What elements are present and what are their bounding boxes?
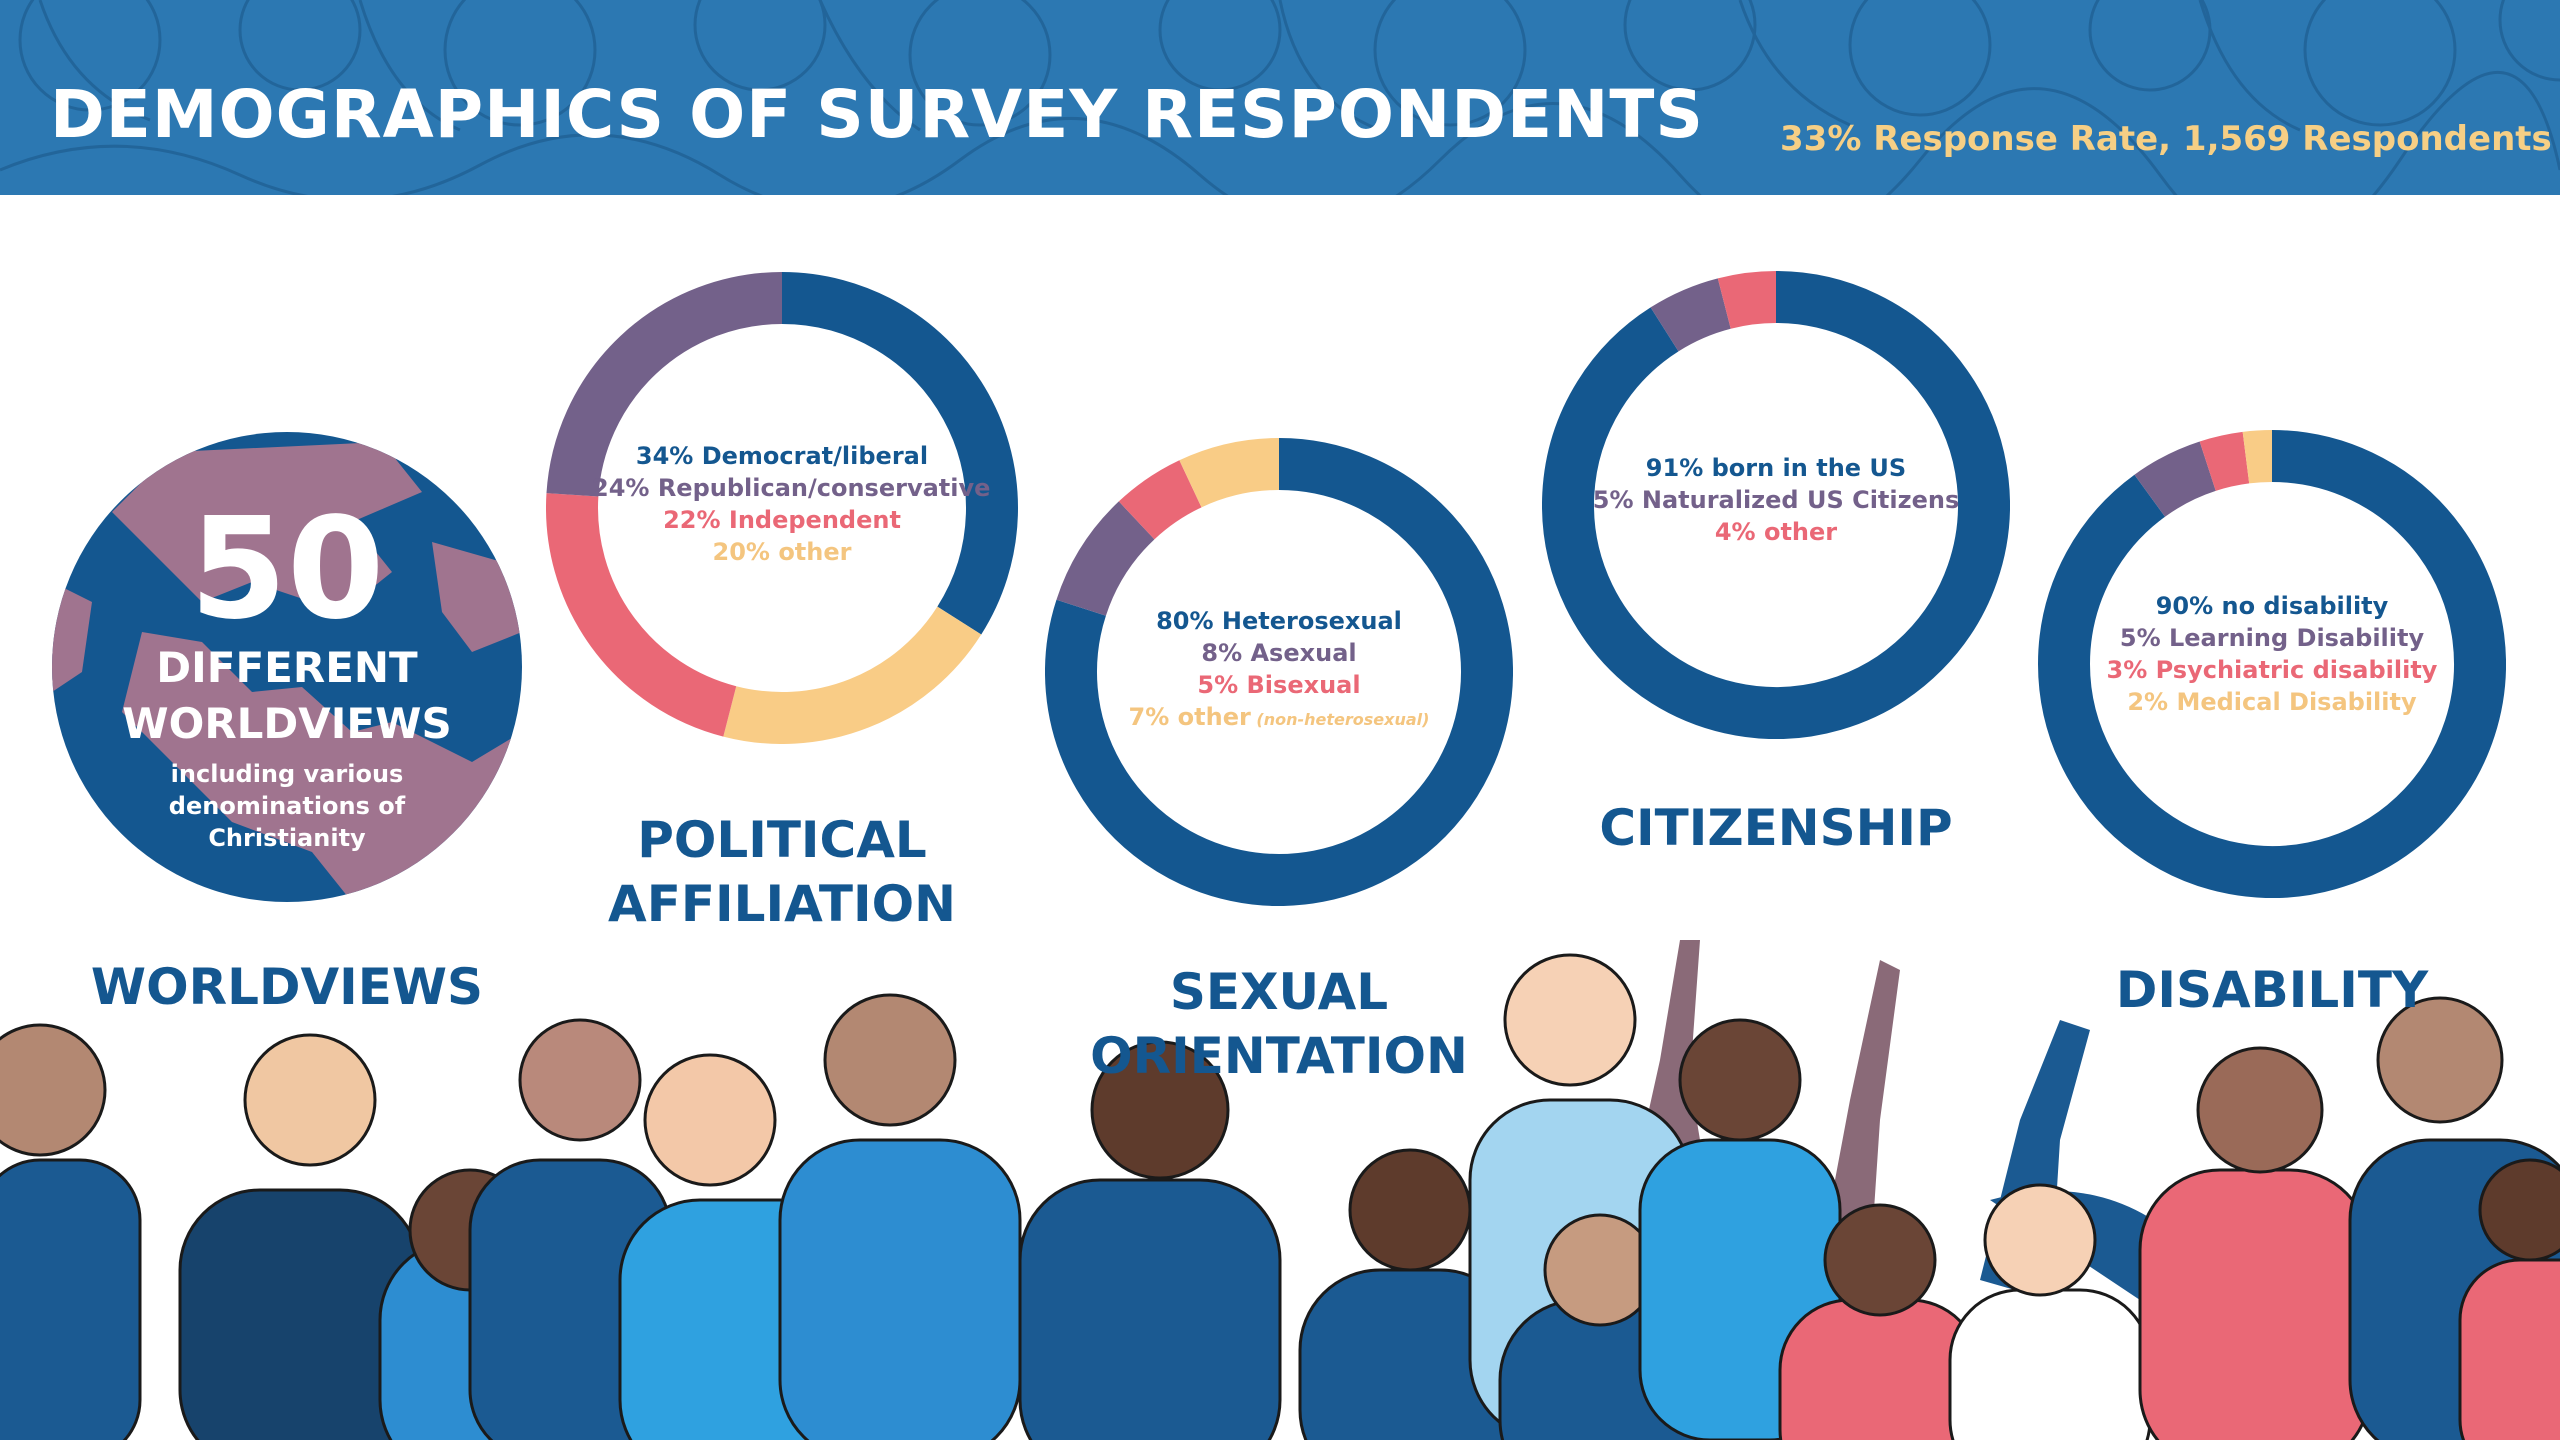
legend-percent: 5% [2119,624,2169,652]
worldviews-count: 50 [189,488,385,651]
legend-label: Naturalized US Citizens [1641,486,1960,514]
worldviews-heading-line2: WORLDVIEWS [122,699,452,748]
legend-note: (non-heterosexual) [1250,710,1430,729]
header-illustration [0,0,2560,195]
legend-label: no disability [2221,592,2389,620]
legend-percent: 3% [2106,656,2156,684]
political-affiliation-legend: 34% Democrat/liberal 24% Republican/conse… [592,440,990,568]
sexual-orientation-legend-entry: 5% Bisexual [1089,669,1469,701]
disability-legend-entry: 5% Learning Disability [2082,622,2462,654]
crowd-illustration [0,940,2560,1440]
sexual-orientation-legend: 80% Heterosexual 8% Asexual 5% Bisexual 7% … [1089,605,1469,736]
political-affiliation-legend-entry: 20% other [592,536,972,568]
legend-label: other [1763,518,1838,546]
disability-slice [2242,430,2273,484]
legend-percent: 4% [1714,518,1764,546]
legend-label: Democrat/liberal [701,442,929,470]
political-affiliation-legend-entry: 22% Independent [592,504,972,536]
category-title-line: AFFILIATION [608,875,956,933]
legend-percent: 8% [1201,639,1251,667]
category-title-line: CITIZENSHIP [1599,799,1953,857]
citizenship-legend-entry: 4% other [1586,516,1966,548]
worldviews-heading-line1: DIFFERENT [156,643,418,692]
legend-percent: 20% [712,538,779,566]
legend-label: born in the US [1711,454,1907,482]
legend-percent: 5% [1592,486,1642,514]
citizenship-slice [1542,271,2010,739]
political-affiliation-slice [546,493,737,737]
legend-label: Bisexual [1246,671,1361,699]
response-rate-subtitle: 33% Response Rate, 1,569 Respondents [1780,119,2552,159]
header-banner: DEMOGRAPHICS OF SURVEY RESPONDENTS 33% R… [0,0,2560,195]
legend-label: Independent [728,506,901,534]
legend-percent: 91% [1645,454,1712,482]
legend-percent: 2% [2127,688,2177,716]
category-title-line: ORIENTATION [1090,1027,1468,1085]
category-title-line: DISABILITY [2115,961,2429,1019]
citizenship-slice [1717,271,1777,329]
legend-percent: 22% [663,506,729,534]
sexual-orientation-donut [1045,438,1513,906]
legend-label: Heterosexual [1221,607,1402,635]
page-title: DEMOGRAPHICS OF SURVEY RESPONDENTS [50,76,1704,153]
worldviews-detail-line: denominations of [168,792,406,820]
political-affiliation-legend-entry: 24% Republican/conservative [592,472,990,504]
political-affiliation-category-title: POLITICAL AFFILIATION [522,808,1042,936]
disability-legend: 90% no disability 5% Learning Disability 3… [2082,590,2462,718]
sexual-orientation-category-title: SEXUAL ORIENTATION [1019,960,1539,1088]
sexual-orientation-legend-entry: 8% Asexual [1089,637,1469,669]
sexual-orientation-slice [1056,501,1155,617]
disability-donut [2038,430,2506,898]
disability-legend-entry: 90% no disability [2082,590,2462,622]
worldviews-heading: DIFFERENT WORLDVIEWS [52,640,522,752]
disability-slice [2134,441,2217,518]
worldviews-category-title: WORLDVIEWS [90,958,484,1016]
sexual-orientation-slice [1045,438,1513,906]
worldviews-detail-line: including various [170,760,404,788]
legend-label: Learning Disability [2168,624,2425,652]
legend-label: Republican/conservative [657,474,991,502]
sexual-orientation-slice [1179,438,1280,508]
political-affiliation-donut [546,272,1018,744]
legend-label: Asexual [1250,639,1357,667]
political-affiliation-slice [781,272,1018,635]
legend-percent: 80% [1156,607,1222,635]
legend-percent: 90% [2155,592,2222,620]
political-affiliation-slice [546,272,783,497]
disability-category-title: DISABILITY [2012,958,2532,1022]
sexual-orientation-slice [1118,460,1203,540]
worldviews-detail: including various denominations of Chris… [52,758,522,854]
worldviews-detail-line: Christianity [208,824,366,852]
legend-label: Psychiatric disability [2155,656,2438,684]
disability-slice [2038,430,2506,898]
category-title-line: SEXUAL [1169,963,1389,1021]
legend-percent: 24% [592,474,658,502]
sexual-orientation-legend-entry: 80% Heterosexual [1089,605,1469,637]
category-title-line: POLITICAL [637,811,927,869]
disability-slice [2199,431,2250,492]
legend-percent: 7% [1128,703,1178,731]
citizenship-legend: 91% born in the US 5% Naturalized US Citi… [1586,452,1966,548]
citizenship-legend-entry: 5% Naturalized US Citizens [1586,484,1966,516]
worldviews-globe [52,432,522,902]
legend-label: other [778,538,852,566]
disability-legend-entry: 3% Psychiatric disability [2082,654,2462,686]
citizenship-legend-entry: 91% born in the US [1586,452,1966,484]
political-affiliation-slice [723,606,982,744]
citizenship-category-title: CITIZENSHIP [1516,796,2036,860]
citizenship-slice [1650,278,1732,352]
legend-label: Medical Disability [2176,688,2417,716]
legend-percent: 34% [635,442,702,470]
legend-percent: 5% [1197,671,1247,699]
sexual-orientation-legend-entry: 7% other (non-heterosexual) [1089,701,1469,736]
worldviews-text: 50 DIFFERENT WORLDVIEWS including variou… [52,500,522,854]
disability-legend-entry: 2% Medical Disability [2082,686,2462,718]
legend-label: other [1177,703,1251,731]
citizenship-donut [1542,271,2010,739]
political-affiliation-legend-entry: 34% Democrat/liberal [592,440,972,472]
